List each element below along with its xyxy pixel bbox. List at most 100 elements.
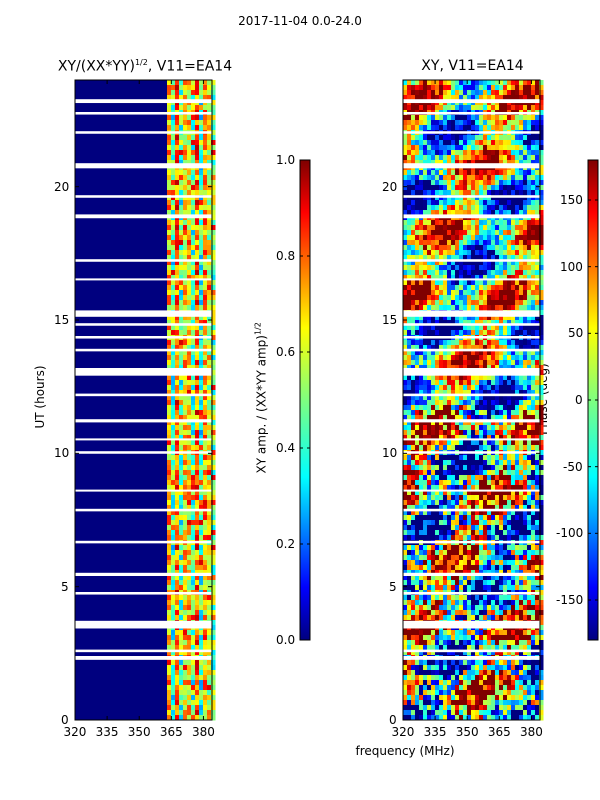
heatmap-cell bbox=[439, 230, 444, 236]
heatmap-cell bbox=[403, 375, 408, 381]
heatmap-cell bbox=[203, 660, 208, 666]
heatmap-cell bbox=[535, 360, 540, 366]
heatmap-cell bbox=[203, 280, 208, 286]
heatmap-cell bbox=[207, 490, 212, 496]
heatmap-cell bbox=[183, 665, 188, 671]
heatmap-cell bbox=[519, 425, 524, 431]
heatmap-cell bbox=[411, 180, 416, 186]
heatmap-cell bbox=[419, 485, 424, 491]
heatmap-cell bbox=[203, 560, 208, 566]
heatmap-cell bbox=[411, 140, 416, 146]
heatmap-cell bbox=[187, 405, 192, 411]
heatmap-cell bbox=[191, 280, 196, 286]
heatmap-cell bbox=[487, 500, 492, 506]
heatmap-cell bbox=[535, 325, 540, 331]
heatmap-cell bbox=[195, 490, 200, 496]
heatmap-cell bbox=[491, 360, 496, 366]
heatmap-cell bbox=[199, 120, 204, 126]
heatmap-cell bbox=[403, 470, 408, 476]
heatmap-cell bbox=[171, 495, 176, 501]
heatmap-cell bbox=[499, 105, 504, 111]
heatmap-cell bbox=[455, 420, 460, 426]
heatmap-cell bbox=[527, 495, 532, 501]
heatmap-cell bbox=[415, 115, 420, 121]
heatmap-cell bbox=[191, 390, 196, 396]
heatmap-cell bbox=[183, 585, 188, 591]
heatmap-cell bbox=[431, 300, 436, 306]
heatmap-cell bbox=[211, 255, 216, 261]
heatmap-cell bbox=[207, 645, 212, 651]
heatmap-cell bbox=[403, 550, 408, 556]
heatmap-cell bbox=[183, 550, 188, 556]
heatmap-cell bbox=[199, 580, 204, 586]
heatmap-cell bbox=[455, 300, 460, 306]
heatmap-cell bbox=[483, 475, 488, 481]
heatmap-cell bbox=[471, 190, 476, 196]
heatmap-cell bbox=[427, 435, 432, 441]
heatmap-cell bbox=[463, 470, 468, 476]
heatmap-cell bbox=[455, 235, 460, 241]
heatmap-cell bbox=[507, 405, 512, 411]
heatmap-cell bbox=[211, 205, 216, 211]
heatmap-cell bbox=[503, 235, 508, 241]
heatmap-cell bbox=[203, 470, 208, 476]
heatmap-cell bbox=[535, 340, 540, 346]
heatmap-cell bbox=[471, 520, 476, 526]
heatmap-cell bbox=[195, 85, 200, 91]
heatmap-cell bbox=[443, 525, 448, 531]
heatmap-cell bbox=[455, 405, 460, 411]
heatmap-cell bbox=[499, 360, 504, 366]
heatmap-cell bbox=[495, 340, 500, 346]
heatmap-cell bbox=[207, 595, 212, 601]
heatmap-cell bbox=[479, 120, 484, 126]
heatmap-cell bbox=[511, 415, 516, 421]
heatmap-cell bbox=[431, 255, 436, 261]
heatmap-cell bbox=[439, 345, 444, 351]
heatmap-cell bbox=[411, 170, 416, 176]
heatmap-cell bbox=[539, 265, 544, 271]
heatmap-cell bbox=[435, 230, 440, 236]
heatmap-cell bbox=[475, 225, 480, 231]
heatmap-cell bbox=[511, 245, 516, 251]
heatmap-cell bbox=[455, 390, 460, 396]
heatmap-cell bbox=[443, 180, 448, 186]
heatmap-cell bbox=[427, 270, 432, 276]
heatmap-cell bbox=[203, 400, 208, 406]
heatmap-cell bbox=[471, 500, 476, 506]
heatmap-cell bbox=[519, 415, 524, 421]
heatmap-cell bbox=[191, 145, 196, 151]
flagged-gap bbox=[75, 310, 212, 317]
heatmap-cell bbox=[515, 345, 520, 351]
heatmap-cell bbox=[531, 270, 536, 276]
heatmap-cell bbox=[191, 105, 196, 111]
heatmap-cell bbox=[463, 535, 468, 541]
heatmap-cell bbox=[511, 555, 516, 561]
heatmap-cell bbox=[183, 90, 188, 96]
heatmap-cell bbox=[175, 180, 180, 186]
heatmap-cell bbox=[463, 150, 468, 156]
heatmap-cell bbox=[499, 390, 504, 396]
heatmap-cell bbox=[471, 485, 476, 491]
heatmap-cell bbox=[403, 410, 408, 416]
heatmap-cell bbox=[419, 295, 424, 301]
heatmap-cell bbox=[499, 220, 504, 226]
heatmap-cell bbox=[403, 495, 408, 501]
heatmap-cell bbox=[423, 430, 428, 436]
heatmap-cell bbox=[539, 185, 544, 191]
heatmap-cell bbox=[203, 315, 208, 321]
heatmap-cell bbox=[175, 265, 180, 271]
heatmap-cell bbox=[211, 305, 216, 311]
heatmap-cell bbox=[459, 80, 464, 86]
heatmap-cell bbox=[459, 300, 464, 306]
heatmap-cell bbox=[519, 350, 524, 356]
heatmap-cell bbox=[203, 700, 208, 706]
heatmap-cell bbox=[531, 500, 536, 506]
heatmap-cell bbox=[535, 440, 540, 446]
heatmap-cell bbox=[439, 325, 444, 331]
heatmap-cell bbox=[523, 295, 528, 301]
heatmap-cell bbox=[195, 270, 200, 276]
heatmap-cell bbox=[503, 200, 508, 206]
heatmap-cell bbox=[499, 320, 504, 326]
heatmap-cell bbox=[467, 275, 472, 281]
heatmap-cell bbox=[423, 485, 428, 491]
